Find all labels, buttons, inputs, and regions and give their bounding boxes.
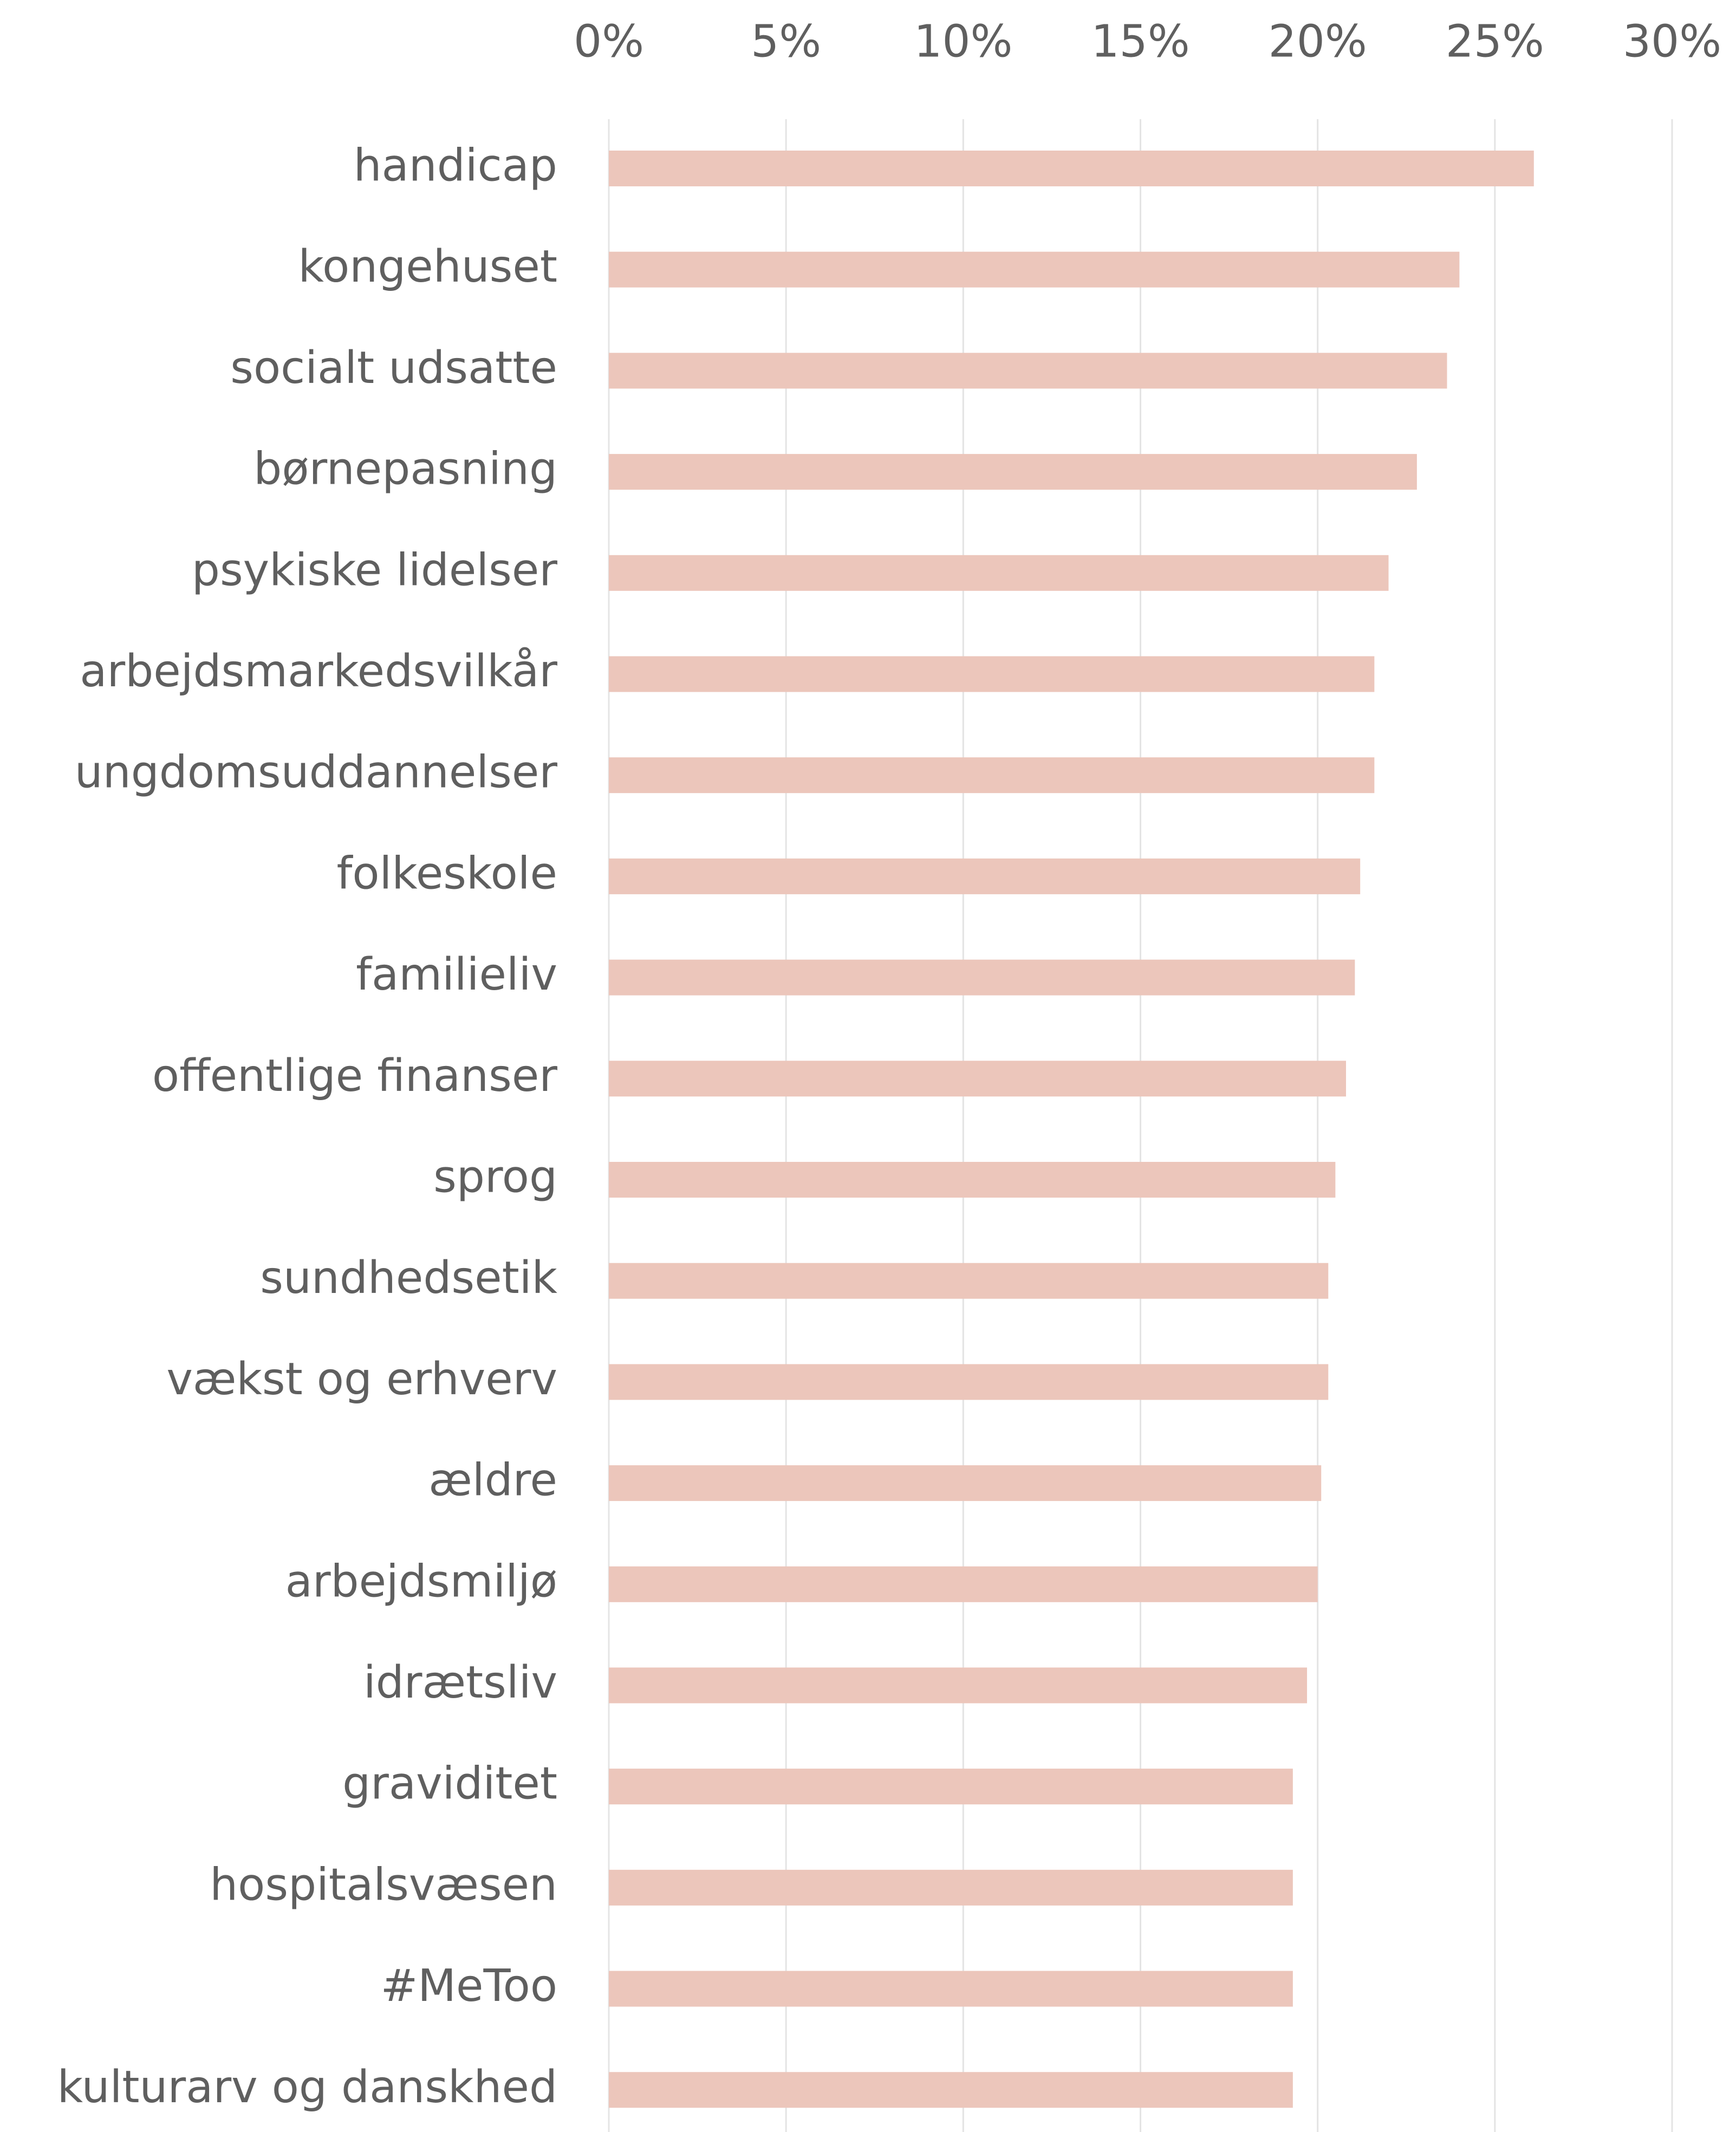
y-tick-label: sundhedsetik xyxy=(260,1252,557,1304)
bar xyxy=(609,1162,1336,1198)
bar xyxy=(609,656,1375,692)
x-tick-label: 25% xyxy=(1446,16,1544,67)
bar xyxy=(609,1667,1308,1704)
bar xyxy=(609,251,1460,288)
bar xyxy=(609,1566,1318,1602)
y-tick-label: hospitalsvæsen xyxy=(210,1859,557,1910)
bar xyxy=(609,1364,1329,1400)
bar xyxy=(609,151,1534,186)
y-tick-label: psykiske lidelser xyxy=(192,544,557,596)
y-tick-label: kongehuset xyxy=(298,241,557,292)
bar xyxy=(609,353,1447,389)
x-tick-label: 10% xyxy=(914,16,1012,67)
y-tick-label: kulturarv og danskhed xyxy=(57,2062,557,2113)
y-tick-label: sprog xyxy=(433,1151,557,1202)
bar xyxy=(609,959,1355,996)
bar xyxy=(609,1869,1293,1906)
y-tick-label: graviditet xyxy=(342,1758,557,1810)
x-tick-label: 0% xyxy=(574,16,644,67)
y-tick-label: vækst og erhverv xyxy=(166,1354,557,1405)
y-tick-label: arbejdsmiljø xyxy=(285,1556,557,1607)
y-tick-label: offentlige finanser xyxy=(152,1050,557,1102)
y-tick-label: idrætsliv xyxy=(363,1657,557,1708)
x-tick-label: 5% xyxy=(751,16,821,67)
bar xyxy=(609,1769,1293,1805)
bar xyxy=(609,555,1389,591)
y-tick-label: ungdomsuddannelser xyxy=(75,747,557,798)
bar xyxy=(609,2072,1293,2108)
x-tick-label: 30% xyxy=(1623,16,1721,67)
bar xyxy=(609,454,1417,490)
bar xyxy=(609,1465,1322,1502)
x-tick-label: 20% xyxy=(1269,16,1367,67)
y-tick-label: folkeskole xyxy=(336,848,557,899)
bar xyxy=(609,1263,1329,1299)
y-tick-label: ældre xyxy=(428,1455,557,1506)
y-tick-label: #MeToo xyxy=(381,1960,557,2012)
y-tick-label: handicap xyxy=(354,140,557,191)
y-tick-label: familieliv xyxy=(356,949,557,1000)
y-tick-label: børnepasning xyxy=(253,444,557,495)
bar xyxy=(609,757,1375,794)
y-tick-label: arbejdsmarkedsvilkår xyxy=(80,646,557,697)
y-tick-label: socialt udsatte xyxy=(230,342,557,394)
bar xyxy=(609,1971,1293,2007)
x-tick-label: 15% xyxy=(1091,16,1189,67)
bar xyxy=(609,1061,1347,1097)
bar xyxy=(609,858,1361,894)
